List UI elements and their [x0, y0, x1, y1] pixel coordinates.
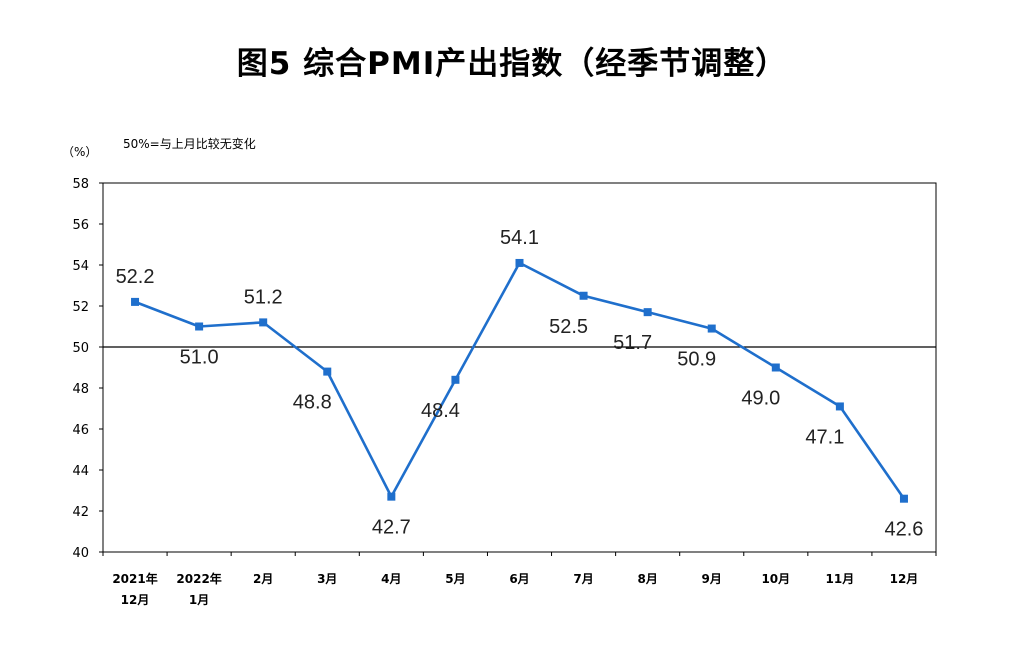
- x-tick-label: 10月: [761, 572, 790, 586]
- data-label: 50.9: [677, 349, 716, 371]
- x-tick-label: 3月: [317, 572, 337, 586]
- x-tick-label: 2月: [253, 572, 273, 586]
- y-tick-label: 56: [72, 218, 89, 233]
- data-point: [643, 308, 652, 317]
- y-tick-label: 40: [72, 546, 89, 561]
- data-point: [387, 492, 396, 501]
- x-tick-label: 8月: [637, 572, 657, 586]
- y-tick-label: 42: [72, 505, 89, 520]
- data-point: [835, 402, 844, 411]
- data-label: 48.4: [421, 400, 460, 422]
- y-tick-label: 50: [72, 341, 89, 356]
- data-point: [707, 324, 716, 333]
- y-tick-label: 54: [72, 259, 89, 274]
- data-label: 51.0: [180, 347, 219, 369]
- x-tick-label: 6月: [509, 572, 529, 586]
- data-label: 42.6: [884, 519, 923, 541]
- x-tick-label: 7月: [573, 572, 593, 586]
- x-tick-label: 11月: [826, 572, 855, 586]
- data-point: [899, 494, 908, 503]
- data-label: 49.0: [741, 388, 780, 410]
- x-tick-label: 1月: [189, 593, 209, 607]
- data-label: 51.7: [613, 332, 652, 354]
- data-point: [579, 291, 588, 300]
- data-point: [195, 322, 204, 331]
- series-layer: [131, 258, 908, 503]
- x-tick-label: 4月: [381, 572, 401, 586]
- data-point: [771, 363, 780, 372]
- y-tick-label: 46: [72, 423, 89, 438]
- data-point: [323, 367, 332, 376]
- x-tick-label: 12月: [890, 572, 919, 586]
- data-point: [259, 318, 268, 327]
- y-axis-unit: （%）: [62, 145, 97, 159]
- data-label: 51.2: [244, 286, 283, 308]
- data-label: 48.8: [293, 392, 332, 414]
- data-labels-layer: 52.2 51.0 51.2 48.8 42.7 48.4 54.1 52.5 51.7 50.9…: [116, 227, 924, 541]
- reference-note: 50%=与上月比较无变化: [123, 136, 256, 151]
- data-label: 42.7: [372, 517, 411, 539]
- plot-frame: [102, 182, 937, 553]
- data-point: [515, 258, 524, 267]
- data-point: [451, 375, 460, 384]
- x-tick-label: 2022年: [176, 571, 221, 586]
- chart-title: 图5 综合PMI产出指数（经季节调整）: [236, 46, 788, 82]
- y-tick-label: 52: [72, 300, 89, 315]
- data-label: 54.1: [500, 227, 539, 249]
- data-label: 52.5: [549, 316, 588, 338]
- x-tick-label: 9月: [702, 572, 722, 586]
- data-label: 47.1: [805, 426, 844, 448]
- x-tick-label: 12月: [121, 593, 150, 607]
- y-tick-label: 58: [72, 177, 89, 192]
- data-point: [131, 297, 140, 306]
- axes-layer: 40 42 44 46 48 50 52 54 56 58 2021年 12月 2022年 1月 2月 3月 4…: [62, 136, 937, 607]
- y-tick-label: 44: [72, 464, 89, 479]
- data-label: 52.2: [116, 266, 155, 288]
- x-tick-label: 5月: [445, 572, 465, 586]
- x-tick-label: 2021年: [112, 571, 157, 586]
- y-tick-label: 48: [72, 382, 89, 397]
